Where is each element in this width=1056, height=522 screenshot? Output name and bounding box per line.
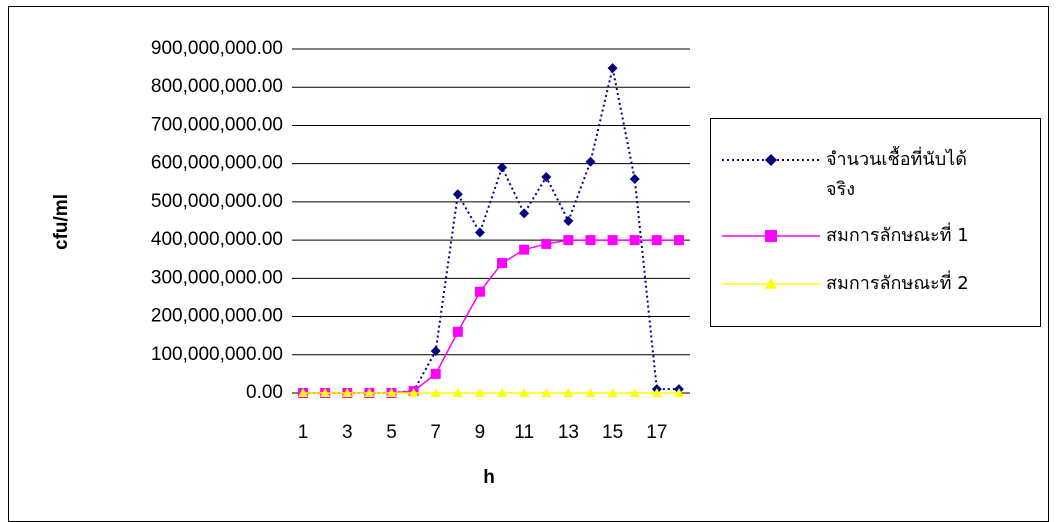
marker [475,287,485,297]
chart-wrap: cfu/ml h 0.00 100,000,000.00 200,000,000.0… [0,0,1056,522]
y-tick-label: 700,000,000.00 [151,114,283,135]
x-tick-label: 17 [646,422,667,443]
marker [453,327,463,337]
marker [608,63,618,73]
y-tick-label: 200,000,000.00 [151,306,283,327]
marker [475,227,485,237]
legend-label: สมการลักษณะที่ 2 [826,269,1026,299]
x-tick-label: 3 [342,422,353,443]
legend-label: จำนวนเชื้อที่นับได้จริง [826,145,986,205]
marker [563,216,573,226]
marker [541,239,551,249]
marker [608,235,618,245]
y-tick-label: 400,000,000.00 [151,229,283,250]
x-tick-label: 5 [386,422,397,443]
x-tick-label: 15 [602,422,623,443]
marker [630,174,640,184]
x-tick-label: 11 [514,422,534,443]
marker [652,235,662,245]
y-tick-label: 500,000,000.00 [151,191,283,212]
x-tick-label: 7 [430,422,441,443]
marker [519,245,529,255]
y-tick-label: 800,000,000.00 [151,76,283,97]
x-axis-label: h [483,467,495,488]
marker [431,369,441,379]
y-tick-label: 900,000,000.00 [151,38,283,59]
legend-label: สมการลักษณะที่ 1 [826,221,1026,251]
y-axis-label: cfu/ml [51,194,72,250]
marker [563,235,573,245]
marker [519,208,529,218]
chart: cfu/ml h 0.00 100,000,000.00 200,000,000.0… [0,0,1056,522]
y-tick-label: 100,000,000.00 [151,344,283,365]
marker [497,258,507,268]
y-tick-label: 300,000,000.00 [151,267,283,288]
x-tick-label: 13 [558,422,579,443]
legend-marker [765,230,777,242]
marker [586,157,596,167]
y-tick-label: 0.00 [246,382,283,403]
marker [674,235,684,245]
marker [541,172,551,182]
marker [630,235,640,245]
marker [586,235,596,245]
x-tick-label: 9 [475,422,486,443]
series-line [303,68,679,393]
marker [453,189,463,199]
y-tick-label: 600,000,000.00 [151,153,283,174]
x-tick-label: 1 [298,422,309,443]
